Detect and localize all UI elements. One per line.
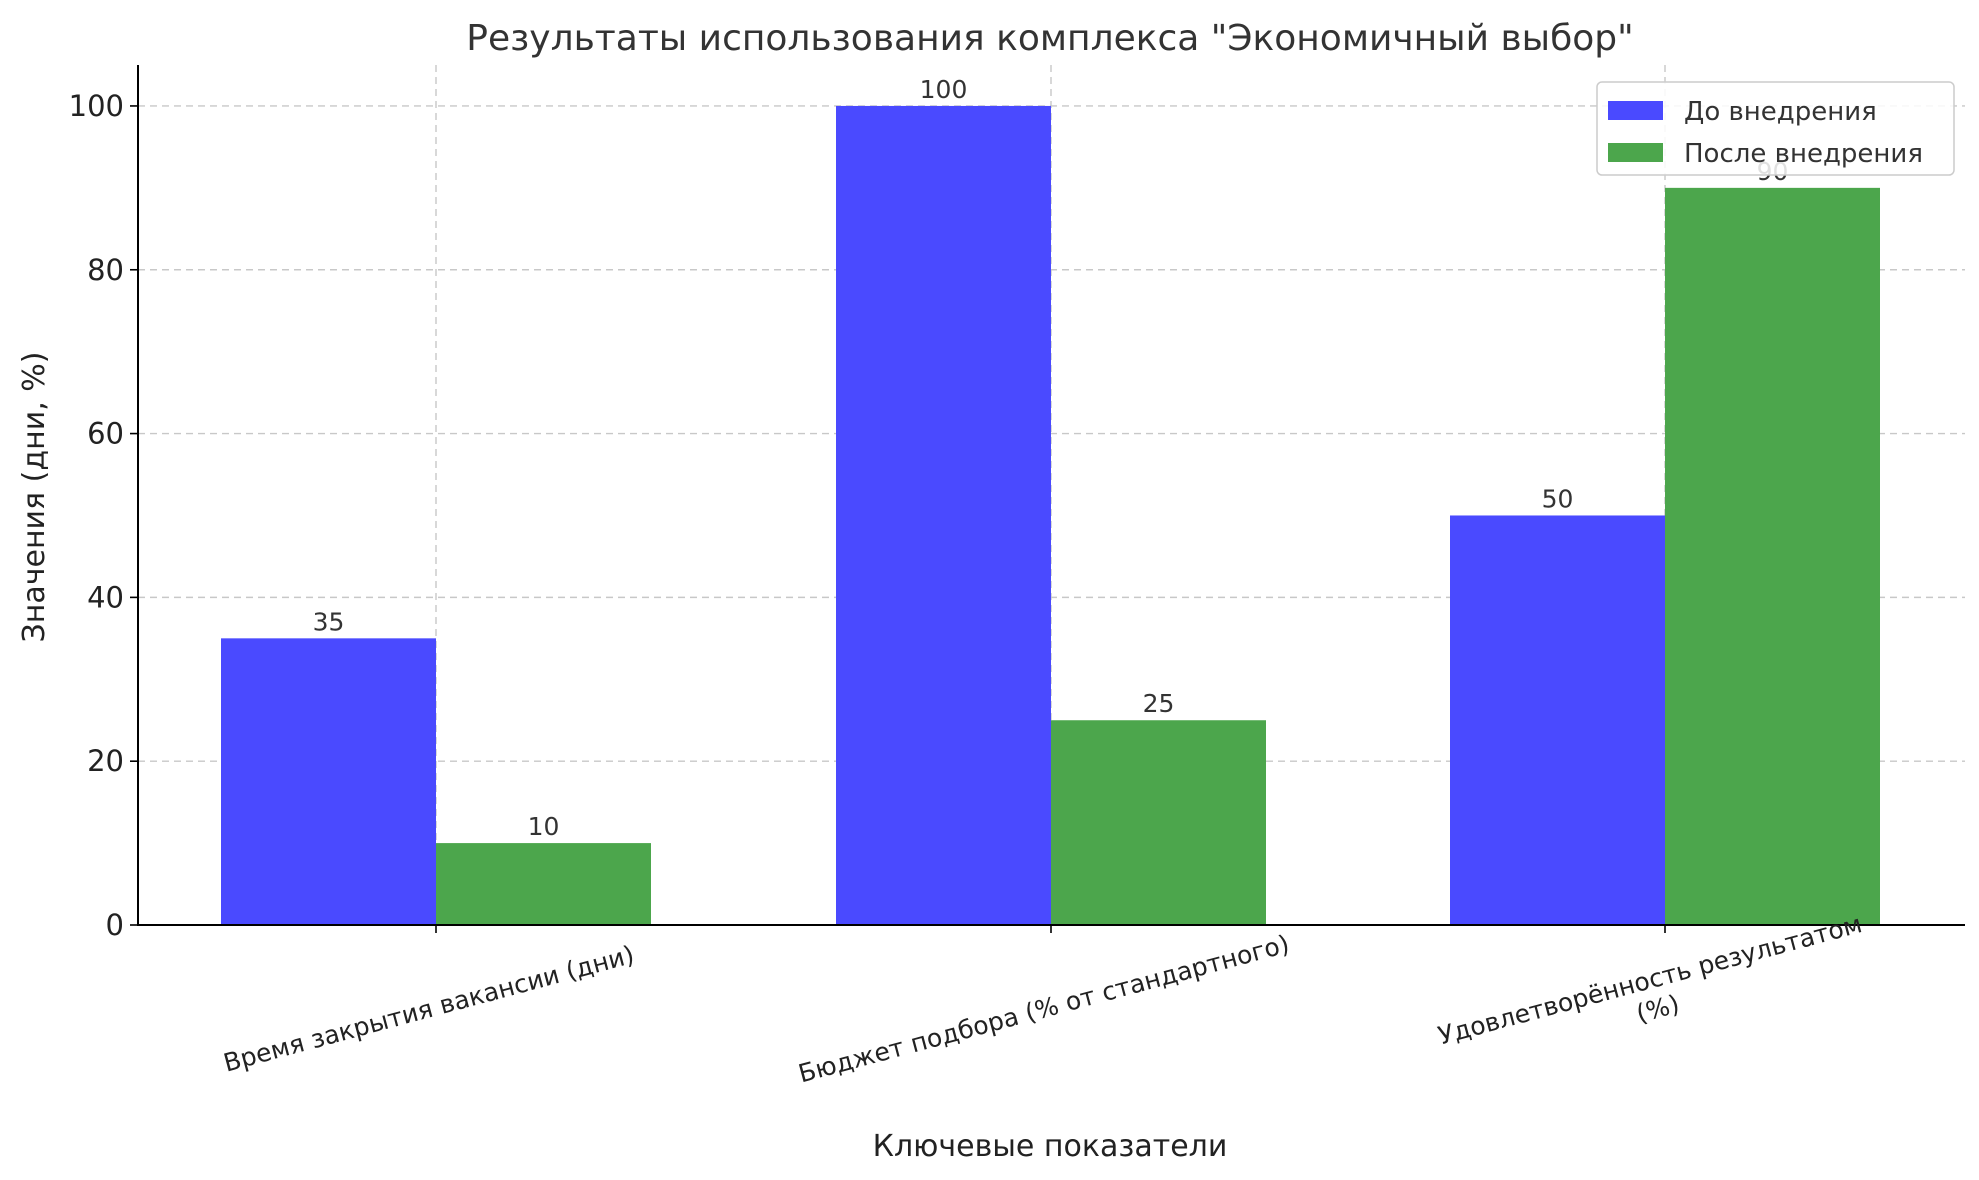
bar-value-label: 100 <box>920 75 968 104</box>
x-axis-label: Ключевые показатели <box>873 1129 1228 1164</box>
x-tick-label: Бюджет подбора (% от стандартного) <box>795 929 1292 1088</box>
bar-value-label: 50 <box>1542 484 1574 513</box>
bar-value-label: 10 <box>528 812 560 841</box>
y-tick-label: 0 <box>106 908 124 942</box>
bar <box>221 638 436 925</box>
x-tick-label: Удовлетворённость результатом(%) <box>1435 909 1873 1079</box>
y-tick-label: 60 <box>87 417 124 451</box>
legend-label: После внедрения <box>1684 139 1923 169</box>
bar <box>436 843 651 925</box>
legend-swatch <box>1608 101 1663 120</box>
bar <box>1051 720 1266 925</box>
y-tick-label: 80 <box>87 253 124 287</box>
x-tick-label-line: Время закрытия вакансии (дни) <box>220 940 637 1078</box>
bar-value-label: 25 <box>1143 689 1175 718</box>
axes <box>130 65 1965 933</box>
x-tick-label-line: Бюджет подбора (% от стандартного) <box>795 929 1292 1088</box>
bar <box>836 105 1051 925</box>
bar-value-label: 35 <box>313 607 345 636</box>
chart-title: Результаты использования комплекса "Экон… <box>466 18 1633 59</box>
y-tick-label: 20 <box>87 744 124 778</box>
bar <box>1450 515 1665 925</box>
y-tick-label: 100 <box>69 89 124 123</box>
x-tick-label-line: Удовлетворённость результатом <box>1435 909 1865 1050</box>
legend-swatch <box>1608 143 1663 162</box>
bars <box>221 105 1880 925</box>
y-tick-label: 40 <box>87 580 124 614</box>
legend-box <box>1596 81 1955 176</box>
x-tick-label: Время закрытия вакансии (дни) <box>220 940 637 1078</box>
bar <box>1665 187 1880 925</box>
y-axis-label: Значения (дни, %) <box>17 352 52 643</box>
legend: До внедрения После внедрения <box>1596 81 1955 176</box>
legend-label: До внедрения <box>1684 97 1877 127</box>
